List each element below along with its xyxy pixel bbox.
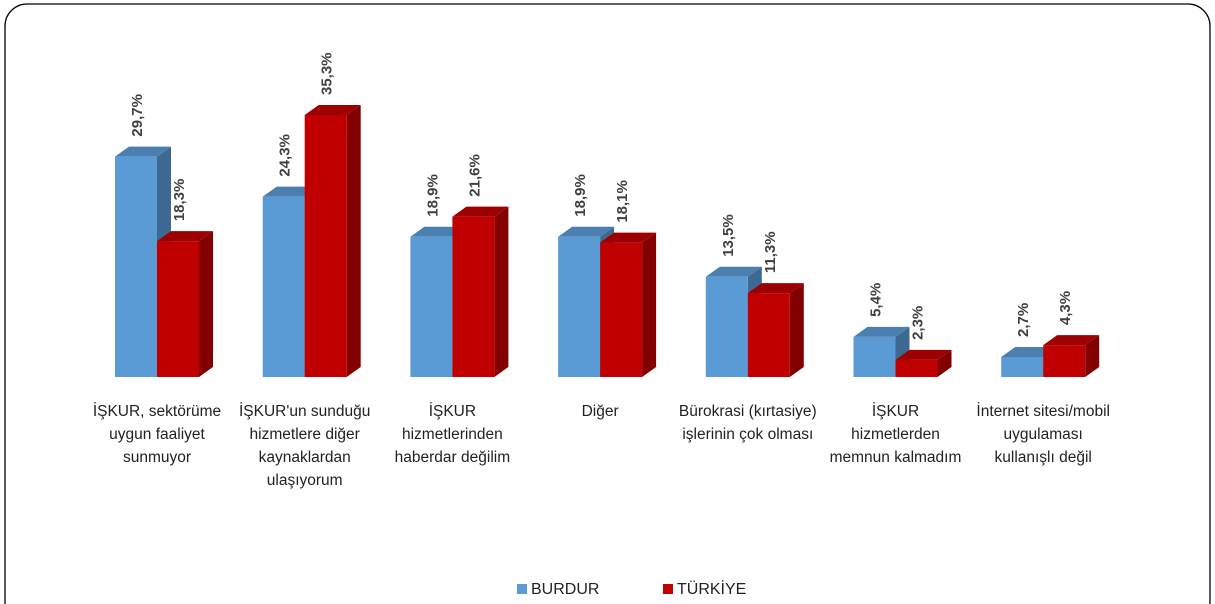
x-tick-label: İŞKUR'un sunduğu hizmetlere diğer kaynak…: [239, 403, 371, 489]
bar-front: [115, 156, 157, 377]
bar-front: [895, 359, 938, 377]
bar-top: [853, 326, 910, 337]
bar-side: [1085, 335, 1100, 377]
bar-side: [642, 232, 657, 377]
bar: [600, 232, 657, 377]
bar-front: [1001, 356, 1044, 377]
value-label: 2,3%: [910, 306, 927, 340]
value-label: 29,7%: [129, 94, 146, 137]
bar: [304, 105, 361, 377]
bar-top: [452, 206, 509, 217]
bar-top: [304, 105, 361, 115]
bar-top: [157, 231, 213, 242]
x-tick-label: İŞKUR, sektörüme uygun faaliyet sunmuyor: [92, 403, 222, 466]
value-label: 4,3%: [1057, 291, 1074, 325]
value-label: 18,9%: [424, 174, 441, 217]
value-label: 2,7%: [1015, 303, 1032, 337]
bar-front: [705, 276, 748, 377]
value-label: 13,5%: [720, 214, 737, 257]
legend-label: TÜRKİYE: [677, 579, 746, 598]
bar-front: [558, 236, 601, 377]
x-tick-label: Diğer: [581, 403, 619, 420]
bar-front: [853, 336, 896, 377]
legend-swatch: [663, 584, 673, 594]
bar-front: [1043, 345, 1086, 377]
bar-top: [1043, 335, 1100, 346]
bar-front: [304, 115, 347, 377]
legend-swatch: [517, 584, 527, 594]
legend-label: BURDUR: [531, 581, 599, 598]
value-label: 21,6%: [466, 154, 483, 197]
bar: [747, 283, 804, 377]
bar-front: [262, 196, 305, 377]
x-tick-label: Bürokrasi (kırtasiye) işlerinin çok olma…: [678, 403, 817, 443]
value-label: 18,1%: [614, 180, 631, 223]
x-tick-label: İnternet sitesi/mobil uygulaması kullanı…: [976, 403, 1110, 466]
value-label: 35,3%: [319, 52, 336, 95]
bar-top: [600, 232, 657, 243]
bar-top: [558, 226, 615, 237]
bar-front: [747, 293, 790, 377]
bar-front: [452, 216, 495, 377]
bar: [1043, 335, 1100, 377]
bar-top: [895, 349, 952, 360]
value-label: 18,9%: [572, 174, 589, 217]
bar-front: [600, 242, 643, 377]
x-tick-label: İŞKUR hizmetlerinden haberdar değilim: [394, 403, 511, 466]
bar-top: [705, 266, 762, 277]
bar-top: [747, 283, 804, 294]
x-tick-label: İŞKUR hizmetlerden memnun kalmadım: [829, 403, 962, 466]
bar: [157, 231, 213, 377]
value-label: 5,4%: [868, 283, 885, 317]
value-label: 18,3%: [171, 179, 188, 222]
bar-side: [494, 206, 509, 377]
bar-side: [789, 283, 804, 377]
bar-side: [346, 105, 361, 377]
bar-side: [937, 349, 952, 377]
bar: [895, 349, 952, 377]
value-label: 11,3%: [762, 231, 779, 273]
bar-top: [115, 146, 171, 157]
bar-side: [199, 231, 213, 377]
value-label: 24,3%: [277, 134, 294, 177]
bar-front: [410, 236, 453, 377]
bar: [452, 206, 509, 377]
bar-front: [157, 241, 199, 377]
